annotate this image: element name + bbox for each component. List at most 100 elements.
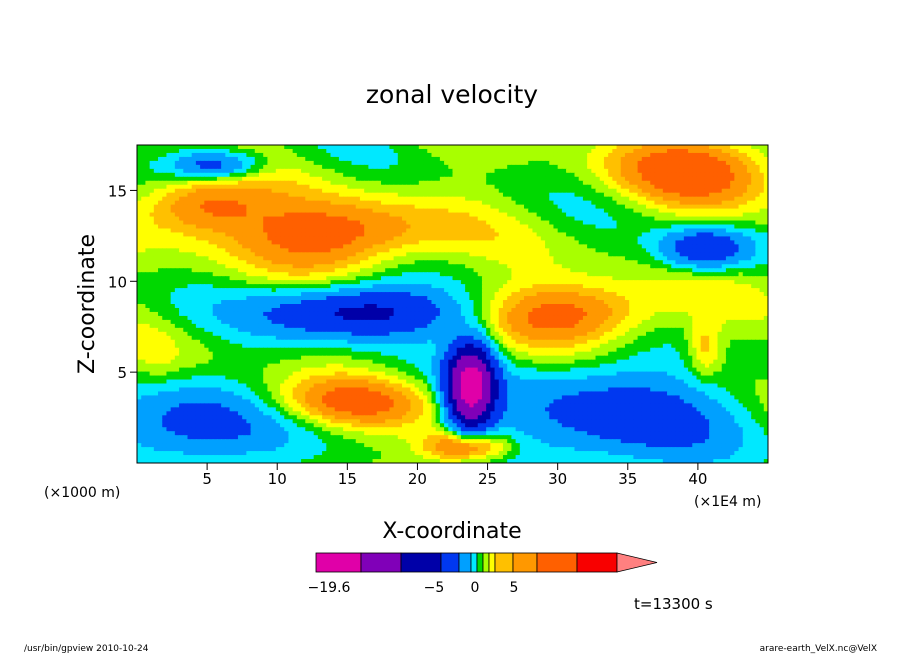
velocity-cell: [494, 232, 500, 238]
velocity-cell: [683, 168, 689, 174]
velocity-cell: [137, 176, 142, 182]
velocity-cell: [532, 220, 538, 226]
velocity-cell: [414, 272, 420, 277]
velocity-cell: [486, 256, 491, 261]
velocity-cell: [204, 260, 210, 265]
velocity-cell: [380, 260, 386, 265]
velocity-cell: [149, 212, 155, 218]
velocity-cell: [145, 236, 151, 242]
velocity-cell: [216, 196, 222, 202]
velocity-cell: [439, 228, 445, 234]
velocity-cell: [582, 152, 588, 158]
velocity-cell: [566, 148, 571, 154]
velocity-cell: [280, 156, 285, 162]
velocity-cell: [629, 212, 634, 218]
velocity-cell: [734, 224, 740, 230]
velocity-cell: [734, 192, 740, 198]
velocity-cell: [174, 184, 180, 190]
velocity-cell: [250, 224, 256, 230]
velocity-cell: [507, 168, 512, 174]
velocity-cell: [490, 148, 496, 154]
velocity-cell: [502, 176, 508, 182]
velocity-cell: [153, 172, 159, 178]
velocity-cell: [683, 208, 689, 214]
velocity-cell: [137, 228, 142, 234]
velocity-cell: [595, 184, 601, 190]
velocity-cell: [170, 176, 176, 182]
velocity-cell: [755, 168, 761, 174]
velocity-cell: [444, 244, 449, 249]
velocity-cell: [406, 200, 412, 206]
velocity-cell: [322, 240, 327, 245]
velocity-cell: [330, 232, 336, 238]
velocity-cell: [338, 212, 344, 218]
velocity-cell: [195, 200, 201, 206]
velocity-cell: [524, 244, 529, 249]
velocity-cell: [351, 256, 357, 261]
velocity-cell: [629, 268, 634, 273]
velocity-cell: [692, 188, 698, 194]
velocity-cell: [557, 184, 563, 190]
velocity-cell: [444, 152, 449, 158]
velocity-cell: [263, 152, 269, 158]
velocity-cell: [469, 216, 475, 222]
velocity-cell: [511, 264, 517, 269]
velocity-cell: [603, 200, 609, 206]
velocity-cell: [519, 192, 525, 198]
velocity-cell: [191, 208, 197, 214]
velocity-cell: [313, 208, 319, 214]
velocity-cell: [507, 244, 512, 249]
velocity-cell: [755, 224, 761, 230]
velocity-cell: [153, 212, 159, 218]
velocity-cell: [212, 240, 218, 245]
velocity-cell: [561, 156, 567, 162]
velocity-cell: [633, 236, 639, 242]
velocity-cell: [755, 160, 761, 166]
velocity-cell: [624, 172, 630, 178]
velocity-cell: [553, 172, 559, 178]
velocity-cell: [566, 260, 571, 265]
velocity-cell: [511, 248, 517, 253]
velocity-cell: [431, 220, 437, 226]
velocity-cell: [658, 252, 664, 257]
velocity-cell: [212, 252, 218, 257]
velocity-cell: [250, 172, 256, 178]
velocity-cell: [174, 272, 180, 277]
velocity-cell: [385, 200, 390, 206]
velocity-cell: [591, 204, 597, 210]
velocity-cell: [288, 232, 294, 238]
velocity-cell: [191, 224, 197, 230]
velocity-cell: [334, 272, 340, 277]
velocity-cell: [389, 208, 395, 214]
velocity-cell: [725, 244, 731, 249]
velocity-cell: [330, 180, 336, 186]
velocity-cell: [730, 160, 735, 166]
velocity-cell: [662, 204, 668, 210]
velocity-cell: [667, 145, 672, 150]
velocity-cell: [465, 188, 470, 194]
velocity-cell: [574, 188, 580, 194]
velocity-cell: [439, 184, 445, 190]
velocity-cell: [696, 180, 702, 186]
velocity-cell: [553, 180, 559, 186]
velocity-cell: [271, 148, 277, 154]
velocity-cell: [170, 252, 176, 257]
velocity-cell: [292, 196, 298, 202]
velocity-cell: [675, 184, 681, 190]
velocity-cell: [755, 188, 761, 194]
velocity-cell: [145, 200, 151, 206]
velocity-cell: [221, 180, 226, 186]
velocity-cell: [418, 196, 424, 202]
velocity-cell: [376, 232, 382, 238]
velocity-cell: [225, 252, 231, 257]
velocity-cell: [730, 220, 735, 226]
velocity-cell: [549, 200, 555, 206]
velocity-cell: [612, 145, 618, 150]
velocity-cell: [650, 172, 656, 178]
velocity-cell: [187, 152, 193, 158]
velocity-cell: [423, 244, 428, 249]
velocity-cell: [414, 196, 420, 202]
velocity-cell: [696, 212, 702, 218]
velocity-cell: [721, 252, 727, 257]
velocity-cell: [734, 176, 740, 182]
